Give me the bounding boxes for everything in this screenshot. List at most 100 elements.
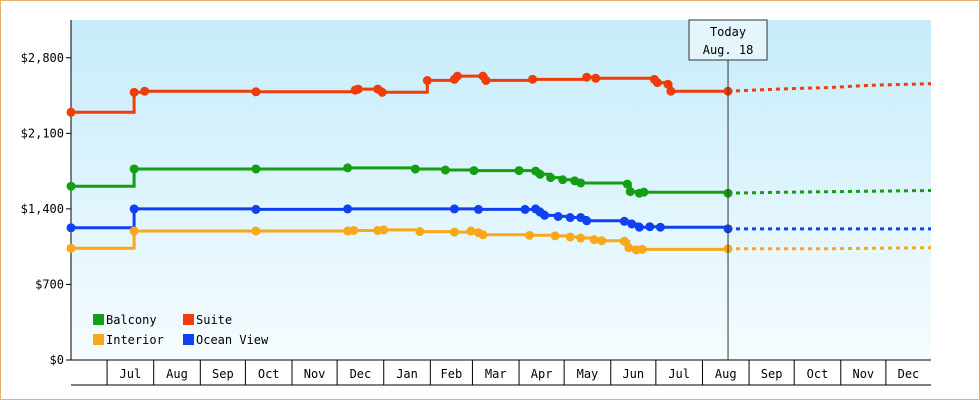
series-point — [550, 231, 560, 241]
series-point — [469, 166, 479, 176]
x-axis: Jul Aug Sep Oct Nov Dec Jan Feb Mar Apr May Jun Jul A… — [71, 359, 931, 386]
series-point — [565, 213, 575, 223]
x-tick-label: Jun — [622, 367, 644, 381]
x-tick-label: May — [577, 367, 599, 381]
series-point — [377, 87, 387, 97]
today-label: Today — [710, 25, 746, 39]
x-tick-label: Oct — [807, 367, 829, 381]
legend-label: Suite — [196, 313, 232, 327]
series-point — [666, 86, 676, 96]
y-tick-label: $2,800 — [21, 51, 64, 65]
series-point — [645, 222, 655, 232]
x-tick-label: Jul — [120, 367, 142, 381]
series-point — [449, 204, 459, 214]
legend-swatch — [93, 334, 104, 345]
x-tick-label: Nov — [304, 367, 326, 381]
series-point — [251, 204, 261, 214]
series-point — [540, 210, 550, 220]
series-forecast-line — [727, 189, 932, 195]
series-point — [410, 164, 420, 174]
x-tick-label: Sep — [761, 367, 783, 381]
x-tick-label: Jan — [396, 367, 418, 381]
legend-label: Balcony — [106, 313, 157, 327]
series-point — [251, 164, 261, 174]
x-tick-label: Oct — [258, 367, 280, 381]
series-point — [625, 187, 635, 197]
series-point — [251, 226, 261, 236]
series-point — [582, 72, 592, 82]
series-point — [66, 223, 76, 233]
series-point — [597, 236, 607, 246]
y-tick-label: $1,400 — [21, 202, 64, 216]
series-point — [634, 222, 644, 232]
series-point — [576, 178, 586, 188]
series-point — [652, 78, 662, 88]
series-point — [589, 235, 599, 245]
series-point — [591, 73, 601, 83]
today-date: Aug. 18 — [703, 43, 754, 57]
series-point — [129, 226, 139, 236]
series-point — [535, 169, 545, 179]
series-point — [565, 232, 575, 242]
today-box — [688, 19, 768, 61]
series-point — [129, 164, 139, 174]
x-tick-label: Aug — [715, 367, 737, 381]
series-point — [619, 236, 629, 246]
y-tick-label: $0 — [50, 353, 64, 367]
x-tick-label: Jul — [668, 367, 690, 381]
series-point — [449, 227, 459, 237]
series-point — [627, 219, 637, 229]
series-point — [466, 226, 476, 236]
x-tick-label: Nov — [852, 367, 874, 381]
series-point — [129, 87, 139, 97]
series-point — [576, 233, 586, 243]
series-point — [528, 74, 538, 84]
series-point — [639, 187, 649, 197]
x-tick-label: Apr — [531, 367, 553, 381]
series-point — [66, 243, 76, 253]
x-tick-label: Sep — [212, 367, 234, 381]
series-point — [452, 71, 462, 81]
x-tick-label: Aug — [166, 367, 188, 381]
series-point — [637, 244, 647, 254]
series-point — [473, 204, 483, 214]
series-point — [520, 204, 530, 214]
series-point — [415, 227, 425, 237]
series-point — [343, 163, 353, 173]
legend-swatch — [183, 314, 194, 325]
series-point — [440, 165, 450, 175]
legend-swatch — [93, 314, 104, 325]
legend-label: Ocean View — [196, 333, 269, 347]
series-point — [349, 225, 359, 235]
series-point — [624, 243, 634, 253]
y-tick-label: $700 — [35, 277, 64, 291]
y-tick-label: $2,100 — [21, 126, 64, 140]
series-point — [129, 204, 139, 214]
series-point — [251, 87, 261, 97]
series-point — [525, 230, 535, 240]
series-point — [140, 86, 150, 96]
x-tick-label: Mar — [485, 367, 507, 381]
series-lines — [66, 71, 932, 255]
plot-area — [71, 20, 931, 360]
series-point — [343, 204, 353, 214]
y-axis: $0 $700 $1,400 $2,100 $2,800 — [21, 20, 72, 367]
x-tick-label: Feb — [441, 367, 463, 381]
series-point — [655, 222, 665, 232]
series-point — [558, 175, 568, 185]
series-point — [514, 166, 524, 176]
series-point — [582, 216, 592, 226]
series-point — [619, 216, 629, 226]
series-forecast-line — [727, 82, 932, 93]
legend: Balcony Suite Interior Ocean View — [93, 313, 269, 347]
series-point — [546, 173, 556, 183]
series-point — [66, 181, 76, 191]
series-point — [553, 211, 563, 221]
series-point — [422, 75, 432, 85]
x-tick-label: Dec — [350, 367, 372, 381]
series-point — [353, 84, 363, 94]
series-point — [66, 107, 76, 117]
series-point — [622, 179, 632, 189]
series-point — [481, 75, 491, 85]
